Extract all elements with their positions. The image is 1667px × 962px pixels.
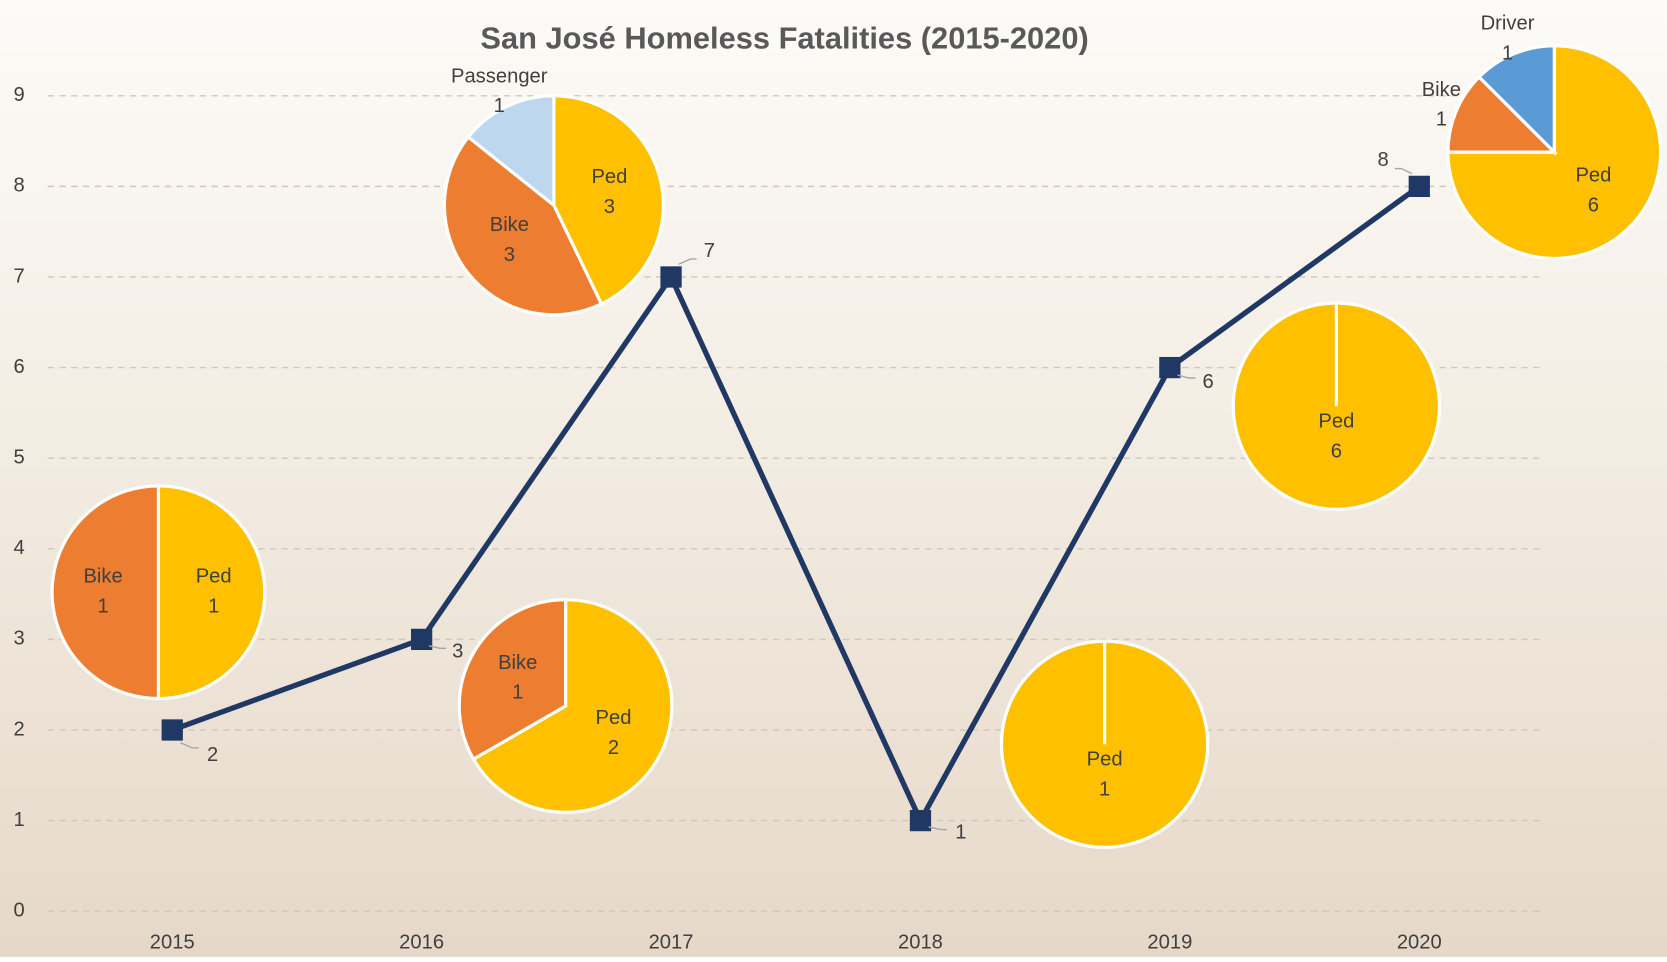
y-tick-label: 2 <box>14 718 25 740</box>
y-tick-label: 0 <box>14 900 25 922</box>
leader-line <box>1394 167 1413 175</box>
pie-value-label: 6 <box>1331 440 1342 462</box>
pie-category-label: Ped <box>1575 165 1611 187</box>
data-label: 2 <box>207 744 218 766</box>
x-tick-label: 2018 <box>898 931 943 953</box>
leader-line <box>678 258 697 265</box>
pie-slice <box>1446 74 1559 154</box>
pie-category-label: Bike <box>83 566 122 588</box>
pie-category-label: Passenger <box>451 65 548 87</box>
data-label: 8 <box>1378 149 1389 171</box>
pie-slice <box>457 598 568 762</box>
data-label: 7 <box>704 240 715 262</box>
data-label: 6 <box>1203 371 1214 393</box>
y-tick-label: 3 <box>14 628 25 650</box>
pie-category-label: Driver <box>1481 13 1535 35</box>
marker <box>1408 175 1430 198</box>
marker <box>161 719 183 741</box>
pie-category-label: Ped <box>1318 411 1354 433</box>
leader-line <box>1177 374 1196 379</box>
marker <box>660 266 682 288</box>
chart-title: San José Homeless Fatalities (2015-2020) <box>480 21 1088 56</box>
y-tick-label: 5 <box>14 447 25 469</box>
data-line <box>171 184 1421 824</box>
pie-value-label: 1 <box>512 682 523 704</box>
pie-value-label: 1 <box>494 95 505 117</box>
pie-category-label: Ped <box>596 707 632 729</box>
y-tick-label: 4 <box>14 537 25 559</box>
y-tick-label: 1 <box>14 809 25 831</box>
pie-value-label: 6 <box>1588 194 1599 216</box>
pie-value-label: 3 <box>504 244 515 266</box>
pie-category-label: Bike <box>498 652 537 674</box>
marker <box>1159 356 1181 379</box>
pie-value-label: 1 <box>208 595 219 617</box>
pie-value-label: 2 <box>608 737 619 759</box>
x-tick-label: 2020 <box>1397 931 1442 953</box>
pie-value-label: 3 <box>604 196 615 218</box>
x-tick-label: 2016 <box>399 931 444 953</box>
y-tick-label: 6 <box>14 356 25 378</box>
pie-category-label: Bike <box>490 214 529 236</box>
pie-slice <box>442 134 604 317</box>
y-tick-label: 9 <box>14 84 25 106</box>
pie-value-label: 1 <box>1502 42 1513 64</box>
pie-category-label: Ped <box>196 566 232 588</box>
pie-category-label: Ped <box>591 166 627 188</box>
pie-value-label: 1 <box>98 595 109 617</box>
x-tick-label: 2019 <box>1147 931 1192 953</box>
marker <box>909 809 932 832</box>
pie-slice <box>1476 44 1556 156</box>
data-label: 3 <box>452 640 463 662</box>
pie-value-label: 1 <box>1436 109 1447 131</box>
pie-slice <box>1446 44 1663 260</box>
leader-line <box>428 645 447 650</box>
pie-slice <box>50 484 161 701</box>
pie-slice <box>552 94 665 307</box>
y-tick-label: 7 <box>14 265 25 287</box>
marker <box>411 628 433 651</box>
x-tick-label: 2015 <box>150 931 195 953</box>
pie-value-label: 1 <box>1099 778 1110 800</box>
pie-category-label: Bike <box>1422 79 1461 101</box>
data-label: 1 <box>955 822 966 844</box>
y-tick-label: 8 <box>14 175 25 197</box>
pie-category-label: Ped <box>1087 749 1123 771</box>
leader-line <box>928 826 948 831</box>
pie-slice <box>471 598 674 814</box>
pie-slice <box>156 484 267 701</box>
pie-slice <box>466 94 556 209</box>
leader-line <box>180 742 199 749</box>
x-tick-label: 2017 <box>649 931 694 953</box>
